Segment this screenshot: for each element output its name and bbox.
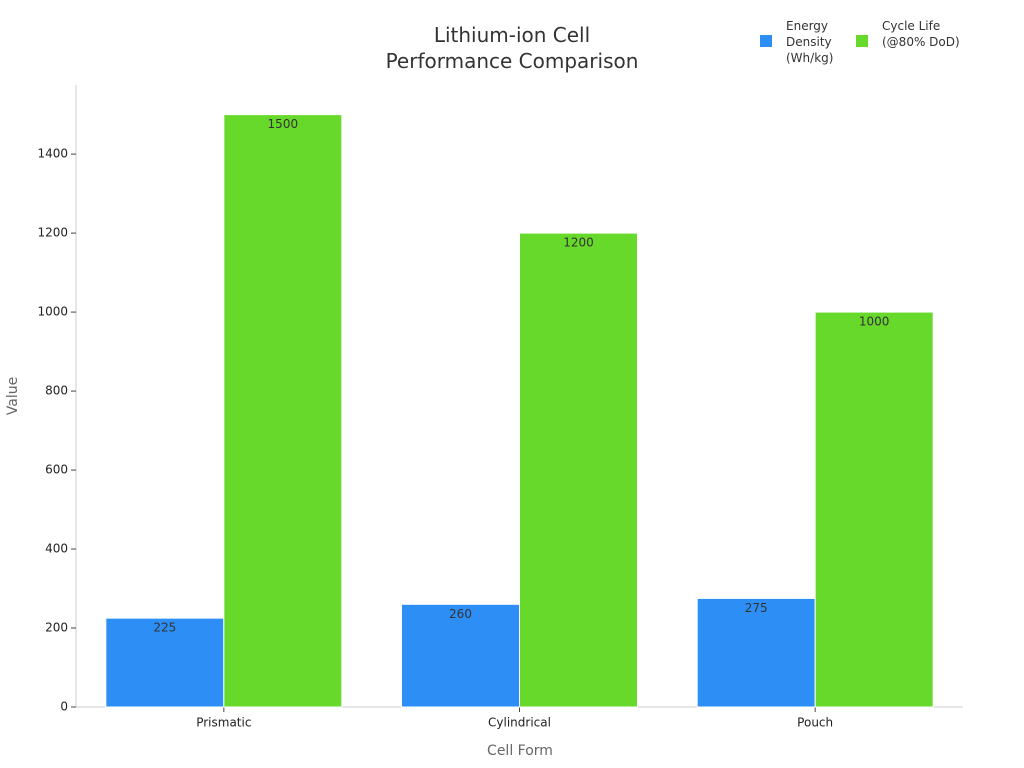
bar: [696, 597, 816, 708]
legend-label: Cycle Life (@80% DoD): [882, 19, 960, 49]
x-tick-label: Pouch: [797, 716, 833, 730]
legend-item: Cycle Life (@80% DoD): [856, 18, 962, 66]
legend-item: Energy Density (Wh/kg): [760, 18, 836, 66]
bar: [401, 603, 520, 708]
value-label: 260: [449, 607, 472, 621]
legend: Energy Density (Wh/kg) Cycle Life (@80% D…: [760, 18, 962, 66]
legend-label: Energy Density (Wh/kg): [786, 19, 834, 65]
value-label: 275: [745, 601, 768, 615]
bar: [814, 311, 934, 708]
value-label: 225: [153, 621, 176, 635]
y-tick-label: 600: [45, 463, 68, 477]
x-tick-label: Cylindrical: [488, 716, 551, 730]
value-label: 1200: [563, 236, 594, 250]
y-tick-label: 200: [45, 621, 68, 635]
value-label: 1500: [268, 117, 299, 131]
y-tick-label: 400: [45, 542, 68, 556]
y-tick-label: 1400: [37, 147, 68, 161]
y-tick-label: 1200: [37, 226, 68, 240]
legend-swatch: [856, 35, 868, 47]
x-axis-label: Cell Form: [487, 743, 553, 759]
value-label: 1000: [859, 315, 890, 329]
y-tick-label: 0: [60, 700, 68, 714]
bar: [519, 232, 638, 708]
y-tick-label: 1000: [37, 305, 68, 319]
y-tick-label: 800: [45, 384, 68, 398]
bar: [105, 617, 225, 708]
legend-swatch: [760, 35, 772, 47]
y-axis-label: Value: [5, 377, 21, 415]
chart-title: Lithium-ion Cell Performance Comparison: [385, 23, 639, 73]
bar: [223, 114, 343, 708]
x-tick-label: Prismatic: [196, 716, 251, 730]
